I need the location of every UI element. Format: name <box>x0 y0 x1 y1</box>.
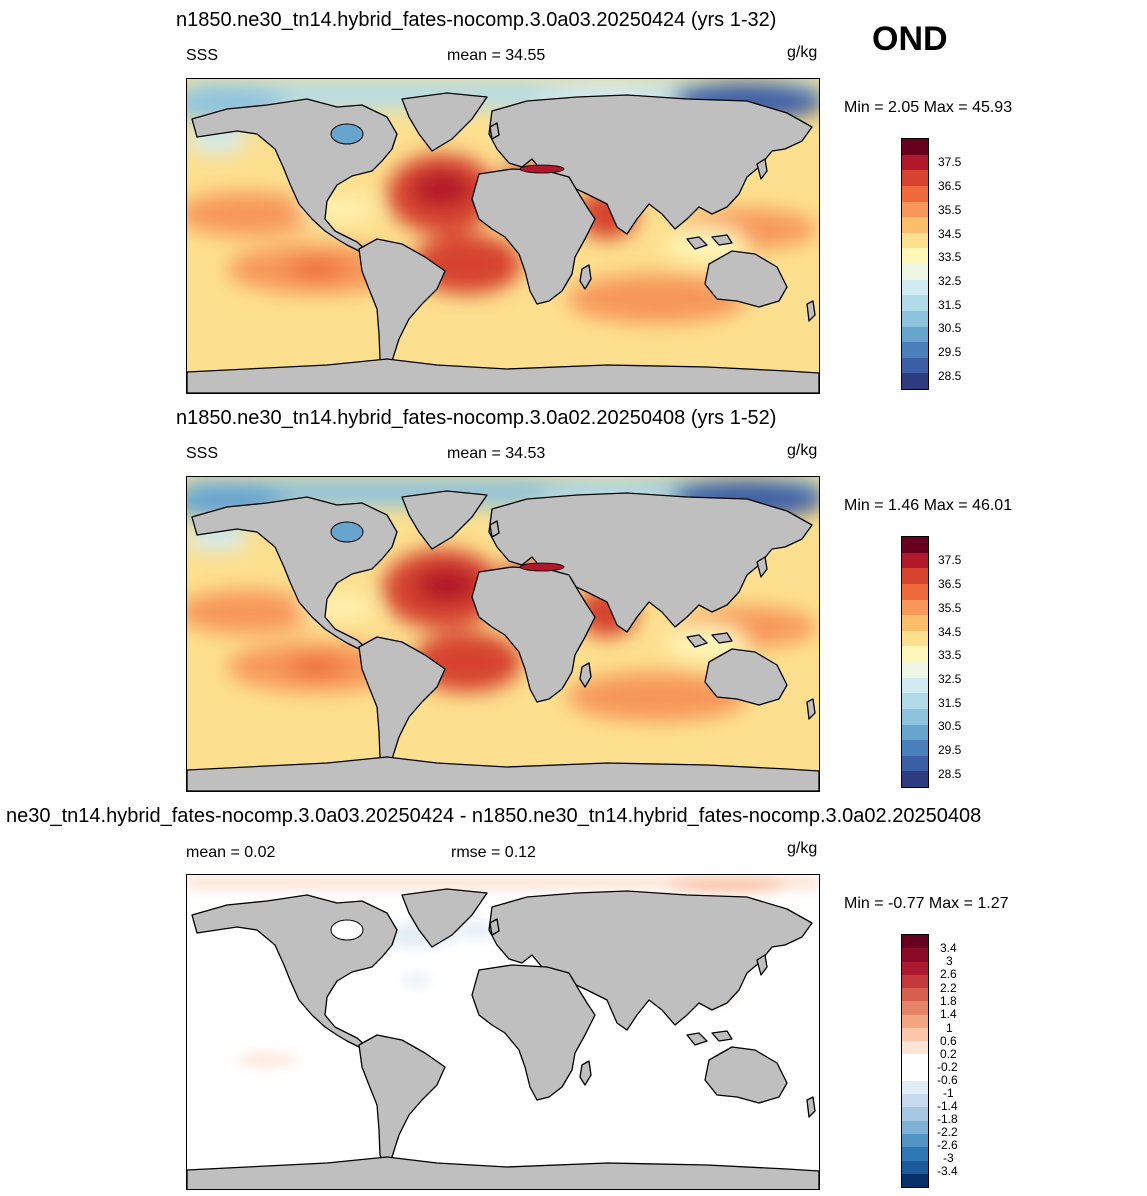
panel-1-map <box>186 78 820 394</box>
panel-2-variable-label: SSS <box>186 445 219 462</box>
panel-3-colorbar-tick: 3.4 <box>940 941 957 955</box>
panel-3-map <box>186 874 820 1190</box>
panel-2-colorbar-tick: 36.5 <box>938 577 962 591</box>
panel-2-colorbar-tick: 30.5 <box>938 719 962 733</box>
panel-3-colorbar-tick: -0.2 <box>937 1060 958 1074</box>
panel-2-colorbar-tick: 29.5 <box>938 743 962 757</box>
panel-3-colorbar-tick: -3.4 <box>937 1164 958 1178</box>
panel-2-map-svg <box>187 477 819 791</box>
panel-2-units: g/kg <box>787 442 818 459</box>
panel-1-colorbar-tick: 28.5 <box>938 369 962 383</box>
panel-3-colorbar-tick: -2.2 <box>937 1125 958 1139</box>
panel-3-map-svg <box>187 875 819 1189</box>
season-label: OND <box>872 20 948 58</box>
panel-2-colorbar-tick: 37.5 <box>938 553 962 567</box>
panel-2-minmax: Min = 1.46 Max = 46.01 <box>844 497 1013 514</box>
panel-2-colorbar-tick: 28.5 <box>938 767 962 781</box>
panel-3-colorbar-tick: 0.6 <box>940 1034 957 1048</box>
panel-3-colorbar-tick: -1 <box>943 1086 954 1100</box>
panel-1-colorbar-tick: 32.5 <box>938 274 962 288</box>
panel-2-colorbar-tick: 32.5 <box>938 672 962 686</box>
panel-2-colorbar-tick: 31.5 <box>938 696 962 710</box>
panel-1-colorbar-tick: 34.5 <box>938 227 962 241</box>
panel-3-colorbar-tick: 1 <box>946 1021 953 1035</box>
panel-3-colorbar-tick: -2.6 <box>937 1138 958 1152</box>
panel-1-colorbar <box>901 138 929 390</box>
panel-3-colorbar-tick: 2.2 <box>940 981 957 995</box>
panel-2-title: n1850.ne30_tn14.hybrid_fates-nocomp.3.0a… <box>176 407 777 429</box>
panel-2-colorbar <box>901 536 929 788</box>
panel-3-title: ne30_tn14.hybrid_fates-nocomp.3.0a03.202… <box>6 805 982 827</box>
panel-1-colorbar-tick: 29.5 <box>938 345 962 359</box>
panel-1-colorbar-tick: 37.5 <box>938 155 962 169</box>
panel-2-colorbar-tick: 34.5 <box>938 625 962 639</box>
panel-3-mean-label: mean = 0.02 <box>186 844 276 861</box>
panel-2-colorbar-tick: 35.5 <box>938 601 962 615</box>
panel-3-colorbar-tick: -3 <box>943 1151 954 1165</box>
panel-2-mean-label: mean = 34.53 <box>447 445 546 462</box>
panel-3-colorbar <box>901 934 929 1188</box>
panel-2-map <box>186 476 820 792</box>
panel-1-minmax: Min = 2.05 Max = 45.93 <box>844 99 1013 116</box>
panel-3-colorbar-tick: 0.2 <box>940 1047 957 1061</box>
panel-1-colorbar-tick: 33.5 <box>938 250 962 264</box>
panel-1-colorbar-tick: 30.5 <box>938 321 962 335</box>
panel-1-colorbar-tick: 31.5 <box>938 298 962 312</box>
panel-3-rmse-label: rmse = 0.12 <box>451 844 536 861</box>
panel-3-minmax: Min = -0.77 Max = 1.27 <box>844 895 1009 912</box>
panel-1-variable-label: SSS <box>186 47 219 64</box>
panel-3-colorbar-tick: -1.4 <box>937 1099 958 1113</box>
panel-1-colorbar-tick: 35.5 <box>938 203 962 217</box>
panel-2-colorbar-tick: 33.5 <box>938 648 962 662</box>
panel-3-colorbar-tick: 3 <box>946 954 953 968</box>
panel-1-mean-label: mean = 34.55 <box>447 47 546 64</box>
panel-3-colorbar-tick: 2.6 <box>940 967 957 981</box>
panel-1-units: g/kg <box>787 44 818 61</box>
panel-3-colorbar-tick: 1.4 <box>940 1007 957 1021</box>
panel-1-map-svg <box>187 79 819 393</box>
panel-1-colorbar-tick: 36.5 <box>938 179 962 193</box>
panel-3-colorbar-tick: 1.8 <box>940 994 957 1008</box>
panel-1-title: n1850.ne30_tn14.hybrid_fates-nocomp.3.0a… <box>176 9 777 31</box>
panel-3-units: g/kg <box>787 840 818 857</box>
panel-3-colorbar-tick: -1.8 <box>937 1112 958 1126</box>
panel-3-colorbar-tick: -0.6 <box>937 1073 958 1087</box>
